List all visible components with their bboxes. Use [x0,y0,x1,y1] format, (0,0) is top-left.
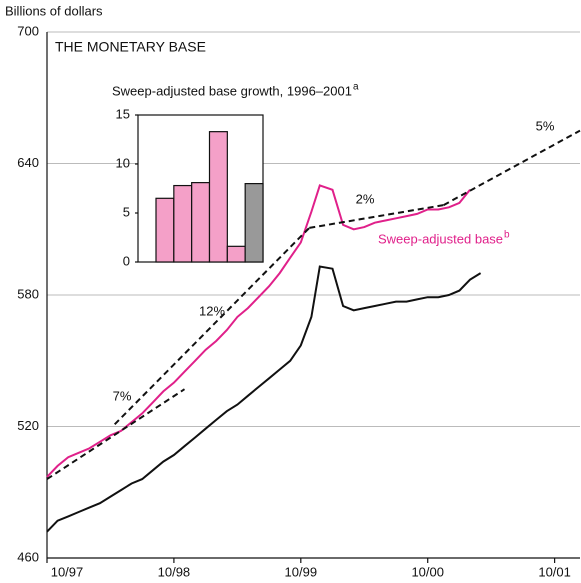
y-tick-label: 520 [17,418,39,433]
inset-title: Sweep-adjusted base growth, 1996–2001 [112,83,352,98]
y-axis-label: Billions of dollars [5,3,103,18]
chart-title: THE MONETARY BASE [55,39,206,55]
y-tick-label: 0 [123,253,130,268]
line [46,265,482,533]
bar [244,183,264,263]
y-tick-label: 460 [17,549,39,564]
bar [208,131,228,263]
series-label: 7% [113,388,132,403]
trend-line [309,204,444,229]
bar [155,197,175,263]
series-label: 12% [199,303,225,318]
x-tick-label: 10/97 [51,564,84,579]
bar [226,245,246,263]
trend-line [46,388,186,480]
superscript: b [504,230,510,241]
y-tick-label: 15 [116,106,130,121]
y-tick-label: 580 [17,286,39,301]
bar [191,182,211,263]
y-tick-label: 700 [17,23,39,38]
trend-line [113,227,311,426]
series-label: Sweep-adjusted base [378,231,503,246]
superscript: a [353,82,359,93]
x-tick-label: 10/01 [538,564,571,579]
bar [173,184,193,263]
y-tick-label: 10 [116,155,130,170]
x-tick-label: 10/99 [285,564,318,579]
series-label: 5% [536,118,555,133]
y-tick-label: 5 [123,204,130,219]
trend-line [443,129,581,206]
y-tick-label: 640 [17,155,39,170]
x-tick-label: 10/00 [411,564,444,579]
x-tick-label: 10/98 [158,564,191,579]
series-label: 2% [356,191,375,206]
